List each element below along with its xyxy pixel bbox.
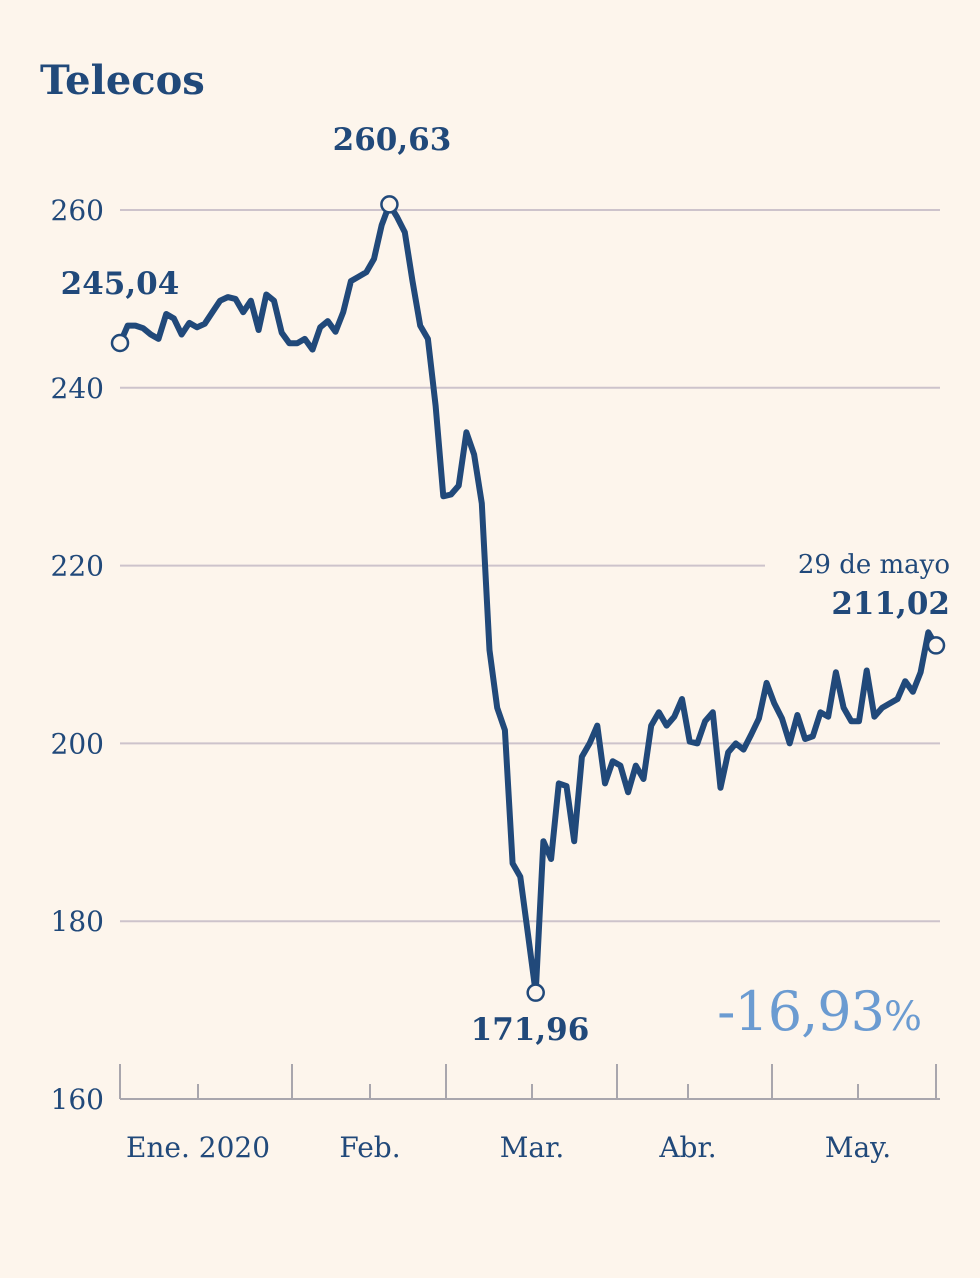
annotations: 245,04 260,63 171,96 211,02 29 de mayo [61,122,950,1048]
data-point-marker [926,636,946,655]
x-tick-label: Abr. [658,1131,716,1164]
date-note: 29 de mayo [798,550,950,580]
x-axis: Ene. 2020 Feb. Mar. Abr. May. [119,1064,940,1164]
y-tick-label: 200 [51,727,104,760]
data-label: 211,02 [831,586,950,622]
data-label: 171,96 [471,1012,590,1048]
data-point-marker [110,333,130,353]
x-tick-label: Ene. 2020 [126,1131,270,1164]
series-line [117,201,939,996]
change-unit: % [884,994,922,1040]
change-value: -16,93 [717,980,884,1043]
y-tick-label: 220 [51,550,104,583]
data-point-marker [380,195,399,214]
series-layer [117,201,939,996]
data-point-marker [526,983,545,1002]
y-tick-label: 160 [51,1083,104,1116]
chart-title: Telecos [40,57,205,104]
y-tick-label: 260 [51,194,104,227]
y-axis: 260 240 220 200 180 160 [51,194,104,1116]
y-tick-label: 240 [51,372,104,405]
data-label: 260,63 [333,122,452,158]
change-percentage: -16,93% [717,980,922,1043]
gridlines [120,209,940,923]
x-tick-label: Feb. [339,1131,400,1164]
x-tick-label: Mar. [500,1131,565,1164]
x-tick-label: May. [825,1131,891,1164]
y-tick-label: 180 [51,905,104,938]
data-label: 245,04 [61,266,180,302]
